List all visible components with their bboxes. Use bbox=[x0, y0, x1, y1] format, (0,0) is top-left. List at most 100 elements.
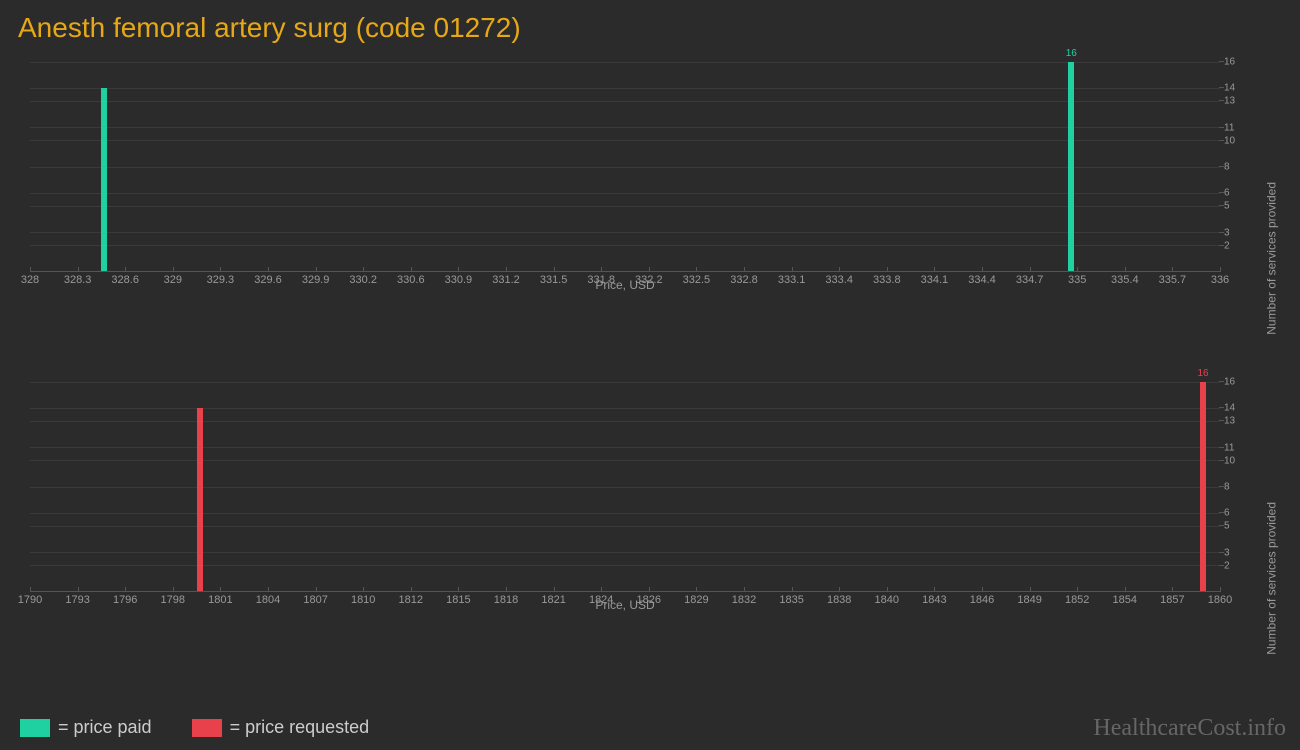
gridline bbox=[30, 565, 1220, 566]
x-tick-mark bbox=[696, 587, 697, 592]
x-tick-mark bbox=[1030, 587, 1031, 592]
x-tick-mark bbox=[792, 587, 793, 592]
legend-text-paid: = price paid bbox=[58, 717, 152, 738]
x-tick-mark bbox=[839, 267, 840, 272]
x-tick-label: 1821 bbox=[541, 594, 565, 606]
x-tick-label: 1860 bbox=[1208, 594, 1232, 606]
y-tick-mark bbox=[1219, 232, 1224, 233]
price-requested-chart: 16 Price, USD 17901793179617981801180418… bbox=[20, 372, 1280, 632]
x-tick-mark bbox=[649, 587, 650, 592]
chart2-y-label: Number of services provided bbox=[1265, 502, 1279, 655]
x-tick-mark bbox=[1125, 267, 1126, 272]
x-tick-mark bbox=[363, 267, 364, 272]
x-tick-label: 333.4 bbox=[825, 274, 853, 286]
x-tick-label: 333.1 bbox=[778, 274, 806, 286]
x-tick-mark bbox=[506, 267, 507, 272]
y-tick-mark bbox=[1219, 447, 1224, 448]
y-tick-label: 8 bbox=[1224, 482, 1230, 493]
x-tick-label: 329.3 bbox=[207, 274, 235, 286]
x-tick-label: 1840 bbox=[875, 594, 899, 606]
x-tick-label: 1838 bbox=[827, 594, 851, 606]
gridline bbox=[30, 460, 1220, 461]
x-tick-mark bbox=[78, 267, 79, 272]
chart2-plot: 16 bbox=[30, 382, 1220, 592]
x-tick-mark bbox=[554, 267, 555, 272]
y-tick-mark bbox=[1219, 552, 1224, 553]
x-tick-mark bbox=[506, 587, 507, 592]
y-tick-mark bbox=[1219, 192, 1224, 193]
x-tick-mark bbox=[1125, 587, 1126, 592]
x-tick-label: 1852 bbox=[1065, 594, 1089, 606]
x-tick-label: 334.4 bbox=[968, 274, 996, 286]
x-tick-mark bbox=[220, 587, 221, 592]
x-tick-mark bbox=[125, 587, 126, 592]
gridline bbox=[30, 127, 1220, 128]
chart1-y-axis: 235681011131416 bbox=[1220, 62, 1240, 272]
x-tick-mark bbox=[78, 587, 79, 592]
x-tick-label: 1846 bbox=[970, 594, 994, 606]
x-tick-label: 335.7 bbox=[1159, 274, 1187, 286]
y-tick-mark bbox=[1219, 525, 1224, 526]
x-tick-mark bbox=[601, 587, 602, 592]
gridline bbox=[30, 140, 1220, 141]
y-tick-label: 5 bbox=[1224, 521, 1230, 532]
gridline bbox=[30, 447, 1220, 448]
gridline bbox=[30, 206, 1220, 207]
y-tick-label: 16 bbox=[1224, 377, 1235, 388]
x-tick-label: 1796 bbox=[113, 594, 137, 606]
x-tick-label: 328 bbox=[21, 274, 39, 286]
y-tick-mark bbox=[1219, 512, 1224, 513]
x-tick-mark bbox=[601, 267, 602, 272]
y-tick-label: 11 bbox=[1224, 122, 1234, 133]
x-tick-label: 1793 bbox=[65, 594, 89, 606]
gridline bbox=[30, 245, 1220, 246]
x-tick-mark bbox=[458, 267, 459, 272]
y-tick-label: 13 bbox=[1224, 416, 1235, 427]
x-tick-label: 1832 bbox=[732, 594, 756, 606]
x-tick-label: 329.6 bbox=[254, 274, 282, 286]
x-tick-mark bbox=[887, 587, 888, 592]
x-tick-mark bbox=[934, 587, 935, 592]
x-tick-label: 332.2 bbox=[635, 274, 663, 286]
y-tick-mark bbox=[1219, 407, 1224, 408]
x-tick-label: 332.8 bbox=[730, 274, 758, 286]
x-tick-label: 1835 bbox=[779, 594, 803, 606]
y-tick-mark bbox=[1219, 245, 1224, 246]
x-tick-label: 334.1 bbox=[921, 274, 949, 286]
charts-wrapper: 16 Price, USD 328328.3328.6329329.3329.6… bbox=[20, 52, 1280, 632]
x-tick-label: 1790 bbox=[18, 594, 42, 606]
gridline bbox=[30, 88, 1220, 89]
x-tick-label: 1857 bbox=[1160, 594, 1184, 606]
x-tick-mark bbox=[173, 587, 174, 592]
x-tick-label: 331.5 bbox=[540, 274, 568, 286]
chart1-y-label: Number of services provided bbox=[1265, 182, 1279, 335]
x-tick-label: 1804 bbox=[256, 594, 280, 606]
y-tick-label: 6 bbox=[1224, 508, 1230, 519]
x-tick-mark bbox=[934, 267, 935, 272]
y-tick-mark bbox=[1219, 61, 1224, 62]
x-tick-mark bbox=[316, 267, 317, 272]
bar bbox=[101, 88, 107, 271]
bar bbox=[197, 408, 203, 591]
x-tick-label: 329 bbox=[164, 274, 182, 286]
y-tick-label: 3 bbox=[1224, 227, 1230, 238]
legend-item-requested: = price requested bbox=[192, 717, 370, 738]
x-tick-label: 331.8 bbox=[587, 274, 615, 286]
y-tick-label: 8 bbox=[1224, 162, 1230, 173]
x-tick-label: 334.7 bbox=[1016, 274, 1044, 286]
x-tick-label: 329.9 bbox=[302, 274, 330, 286]
x-tick-mark bbox=[839, 587, 840, 592]
bar bbox=[1200, 382, 1206, 591]
y-tick-label: 5 bbox=[1224, 201, 1230, 212]
x-tick-label: 1812 bbox=[399, 594, 423, 606]
y-tick-label: 16 bbox=[1224, 57, 1235, 68]
legend-text-requested: = price requested bbox=[230, 717, 370, 738]
gridline bbox=[30, 513, 1220, 514]
watermark: HealthcareCost.info bbox=[1093, 715, 1286, 742]
x-tick-mark bbox=[411, 587, 412, 592]
x-tick-label: 1826 bbox=[637, 594, 661, 606]
x-tick-mark bbox=[411, 267, 412, 272]
y-tick-mark bbox=[1219, 420, 1224, 421]
x-tick-mark bbox=[173, 267, 174, 272]
gridline bbox=[30, 193, 1220, 194]
